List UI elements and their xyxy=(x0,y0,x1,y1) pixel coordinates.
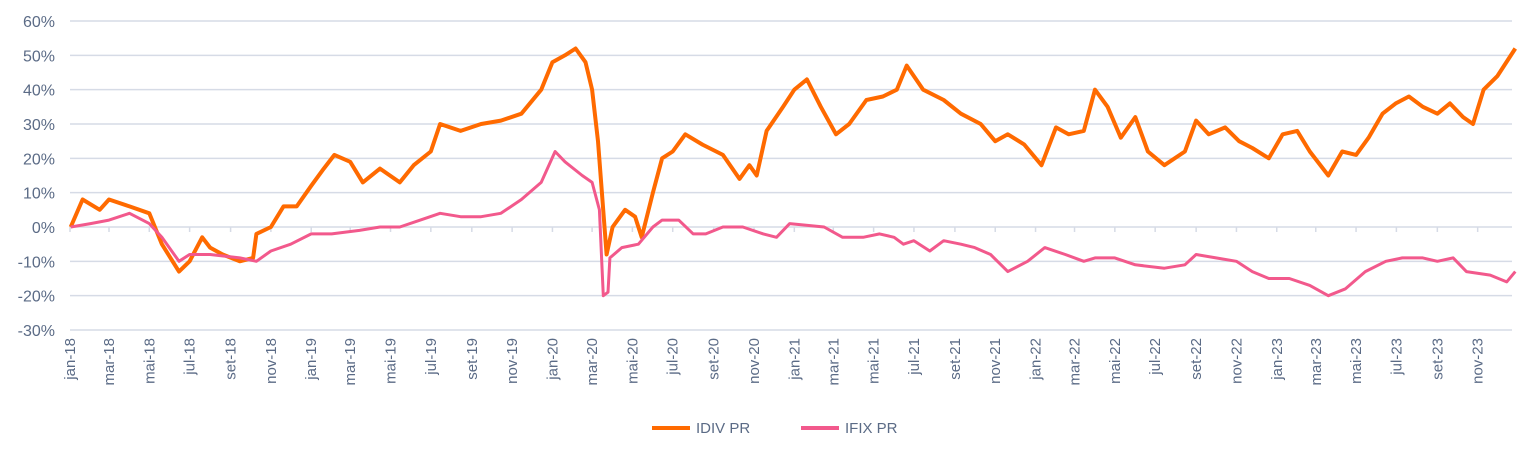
x-tick-label: mai-22 xyxy=(1107,338,1124,384)
x-tick-label: jan-19 xyxy=(303,338,320,381)
series-line-ifix-pr xyxy=(70,150,1517,298)
legend: IDIV PR IFIX PR xyxy=(652,420,898,437)
x-tick-label: mar-20 xyxy=(584,338,601,386)
x-tick-label: mai-23 xyxy=(1348,338,1365,384)
x-tick-label: mai-21 xyxy=(866,338,883,384)
x-tick-label: mai-20 xyxy=(624,338,641,384)
legend-label-idiv: IDIV PR xyxy=(696,420,750,437)
x-tick-label: mar-19 xyxy=(342,338,359,386)
x-tick-label: jul-21 xyxy=(906,338,923,376)
y-tick-label: -20% xyxy=(18,289,55,306)
y-tick-label: 0% xyxy=(32,220,55,237)
legend-label-ifix: IFIX PR xyxy=(845,420,898,437)
x-tick-label: mar-21 xyxy=(825,338,842,386)
y-tick-label: 20% xyxy=(23,151,55,168)
x-tick-label: mai-19 xyxy=(383,338,400,384)
y-tick-label: 10% xyxy=(23,186,55,203)
x-tick-label: set-23 xyxy=(1429,338,1446,380)
x-tick-label: nov-20 xyxy=(746,338,763,384)
series-line-idiv-pr xyxy=(68,46,1517,274)
x-tick-label: set-20 xyxy=(706,338,723,380)
y-tick-label: 30% xyxy=(23,117,55,134)
x-tick-label: jul-20 xyxy=(665,338,682,376)
x-tick-label: jan-18 xyxy=(62,338,79,381)
x-tick-label: jan-21 xyxy=(786,338,803,381)
y-axis: 60% 50% 40% 30% 20% 10% 0% -10% -20% -30% xyxy=(18,14,55,340)
x-tick-label: mar-23 xyxy=(1308,338,1325,386)
x-axis: jan-18 mar-18 mai-18 jul-18 set-18 nov-18 jan-… xyxy=(62,227,1487,386)
x-tick-label: nov-23 xyxy=(1470,338,1487,384)
y-tick-label: -30% xyxy=(18,323,55,340)
x-tick-label: jul-19 xyxy=(423,338,440,376)
y-tick-label: 50% xyxy=(23,48,55,65)
x-tick-label: mai-18 xyxy=(141,338,158,384)
x-tick-label: nov-19 xyxy=(504,338,521,384)
x-tick-label: nov-21 xyxy=(987,338,1004,384)
x-tick-label: set-21 xyxy=(947,338,964,380)
gridlines xyxy=(70,20,1512,331)
x-tick-label: jan-22 xyxy=(1028,338,1045,381)
x-tick-label: nov-22 xyxy=(1228,338,1245,384)
x-tick-label: set-19 xyxy=(464,338,481,380)
x-tick-label: jan-23 xyxy=(1269,338,1286,381)
y-tick-label: 40% xyxy=(23,83,55,100)
series-lines xyxy=(68,46,1517,298)
x-tick-label: jul-22 xyxy=(1147,338,1164,376)
x-tick-label: mar-18 xyxy=(101,338,118,386)
x-tick-label: nov-18 xyxy=(263,338,280,384)
x-tick-label: set-18 xyxy=(223,338,240,380)
x-tick-label: jul-23 xyxy=(1388,338,1405,376)
y-tick-label: -10% xyxy=(18,254,55,271)
x-tick-label: set-22 xyxy=(1188,338,1205,380)
x-tick-label: jul-18 xyxy=(182,338,199,376)
y-tick-label: 60% xyxy=(23,14,55,31)
x-tick-label: mar-22 xyxy=(1067,338,1084,386)
x-tick-label: jan-20 xyxy=(544,338,561,381)
